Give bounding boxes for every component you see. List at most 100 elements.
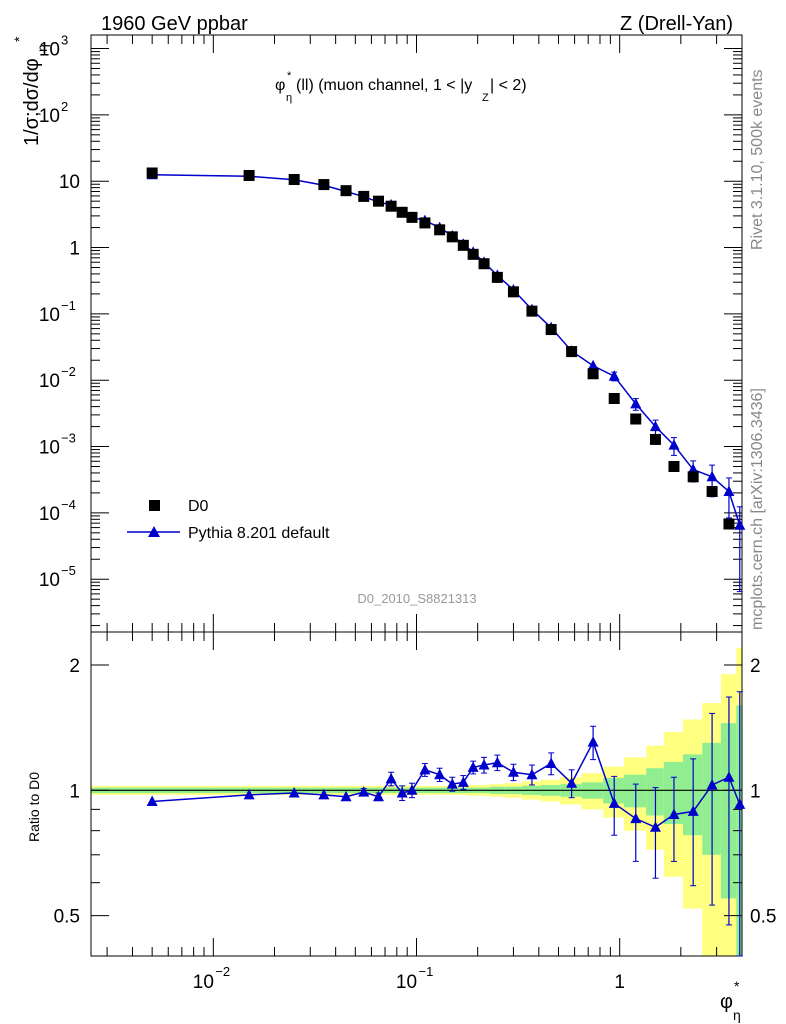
y-tick-label-exponent: −5 [61, 563, 76, 578]
d0-point [668, 461, 680, 473]
header-left: 1960 GeV ppbar [101, 13, 248, 35]
ratio-point [340, 790, 352, 802]
legend-entry-pythia: Pythia 8.201 default [127, 525, 330, 542]
y-tick-label-exponent: −3 [61, 431, 76, 446]
ratio-y-tick-label-right: 0.5 [750, 907, 776, 928]
ratio-point [687, 805, 699, 816]
analysis-watermark: D0_2010_S8821313 [357, 591, 476, 606]
d0-point [406, 211, 418, 223]
svg-text:η: η [34, 44, 50, 52]
d0-point [526, 305, 538, 317]
svg-text:Z: Z [482, 92, 489, 104]
ratio-y-axis-ticks: 0.5 0.5 1 1 2 2 [54, 656, 777, 928]
ratio-point [446, 778, 458, 789]
d0-point [608, 392, 620, 404]
ratio-point [358, 786, 370, 797]
d0-point [545, 324, 557, 336]
y-tick-label-exponent: −2 [61, 364, 76, 379]
d0-point [243, 169, 255, 181]
legend: D0 Pythia 8.201 default [127, 498, 330, 542]
d0-point [467, 248, 479, 260]
svg-text:1/σ;dσ/dφ: 1/σ;dσ/dφ [21, 58, 43, 146]
d0-point [587, 368, 599, 380]
svg-text:*: * [734, 978, 740, 994]
d0-point [457, 239, 469, 251]
ratio-point [406, 784, 418, 795]
ratio-point [587, 736, 599, 747]
ratio-point [396, 787, 408, 798]
x-tick-label-exponent: −1 [419, 964, 434, 979]
main-frame [90, 34, 743, 633]
d0-point [434, 224, 446, 236]
plot-title: φ * η (ll) (muon channel, 1 < |y Z | < 2… [275, 70, 527, 104]
ratio-point [526, 768, 538, 780]
legend-label-d0: D0 [188, 498, 209, 515]
ratio-y-tick-label: 1 [69, 781, 80, 802]
band-inner-bin [623, 774, 647, 808]
y-tick-label: 10 [39, 438, 60, 459]
ratio-point [630, 812, 642, 824]
ratio-y-tick-label: 2 [69, 656, 80, 677]
ratio-y-tick-label-right: 2 [750, 656, 761, 677]
ratio-y-tick-label: 0.5 [54, 907, 80, 928]
ratio-point [608, 797, 620, 808]
ratio-point [566, 777, 578, 788]
d0-point [146, 167, 158, 179]
y-tick-label: 10 [59, 172, 80, 193]
x-axis-label: φ * η [720, 978, 741, 1023]
ratio-point [434, 768, 446, 780]
x-tick-label: 1 [614, 972, 625, 993]
ratio-y-tick-label-right: 1 [750, 781, 761, 802]
svg-text:*: * [287, 70, 292, 82]
ratio-point [243, 788, 255, 800]
ratio-point [467, 761, 479, 772]
d0-point [706, 485, 718, 497]
y-tick-label: 10 [39, 371, 60, 392]
d0-point [396, 206, 408, 218]
ratio-point [385, 772, 397, 784]
svg-text:η: η [286, 92, 292, 104]
series-d0 [146, 167, 735, 530]
ratio-point [723, 771, 735, 782]
ratio-point [545, 757, 557, 768]
d0-point [358, 190, 370, 202]
y-tick-label-exponent: 2 [61, 99, 68, 114]
y-tick-label-exponent: −1 [61, 298, 76, 313]
pythia-point [587, 359, 599, 371]
y-axis-label: 1/σ;dσ/dφ η * [11, 36, 50, 146]
y-tick-label: 10 [39, 106, 60, 127]
ratio-point [419, 763, 431, 775]
d0-point [491, 271, 503, 283]
svg-text:| < 2): | < 2) [490, 77, 527, 94]
ratio-y-label: Ratio to D0 [26, 772, 42, 842]
legend-entry-d0: D0 [149, 498, 209, 515]
ratio-point [649, 821, 661, 832]
ratio-point [146, 795, 158, 806]
d0-point [372, 195, 384, 207]
pythia-point [706, 470, 718, 482]
x-tick-label: 10 [396, 972, 417, 993]
ratio-point [372, 790, 384, 802]
pythia-point [668, 439, 680, 450]
svg-text:φ: φ [720, 991, 733, 1013]
y-tick-label: 10 [39, 40, 60, 61]
y-tick-label: 10 [39, 504, 60, 525]
d0-point [318, 179, 330, 191]
d0-point [419, 217, 431, 229]
rivet-label: Rivet 3.1.10, 500k events [749, 69, 766, 250]
x-tick-labels: 10−210−11 [193, 964, 625, 993]
legend-label-pythia: Pythia 8.201 default [188, 525, 330, 542]
x-tick-label: 10 [193, 972, 214, 993]
ratio-point [668, 808, 680, 819]
ratio-point [457, 776, 469, 787]
legend-marker-d0 [149, 500, 160, 511]
ratio-point [288, 787, 300, 798]
y-tick-label-exponent: 3 [61, 33, 68, 48]
d0-point [478, 258, 490, 270]
ratio-series-pythia [146, 691, 746, 957]
ratio-point [318, 788, 330, 800]
svg-text:*: * [11, 36, 27, 42]
d0-point [446, 231, 458, 243]
d0-point [340, 185, 352, 197]
